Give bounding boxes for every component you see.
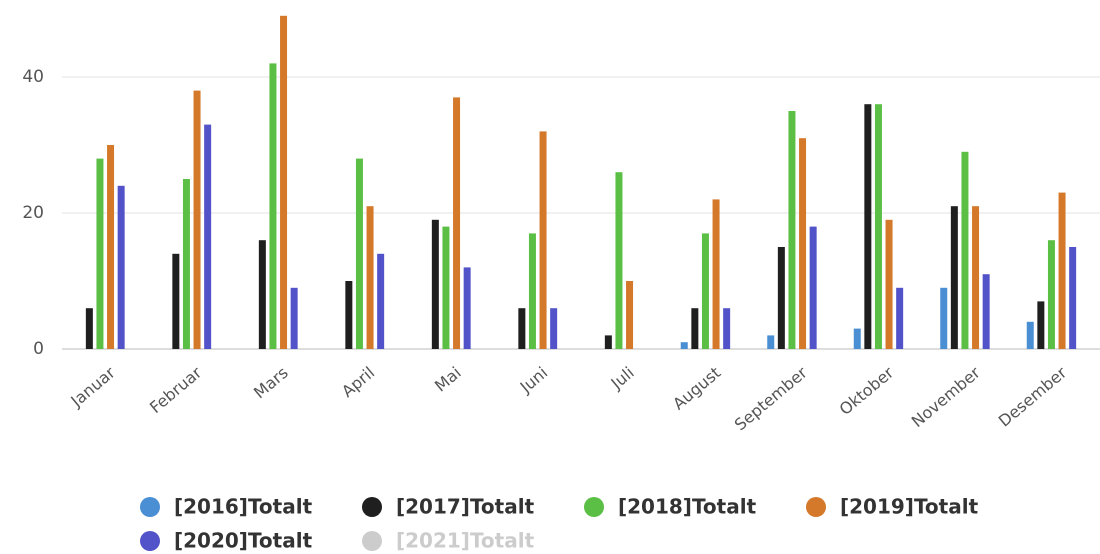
bar <box>788 111 796 349</box>
legend-marker <box>362 497 382 517</box>
bar <box>518 308 526 349</box>
bar <box>874 104 882 349</box>
bar <box>85 308 93 349</box>
bar <box>853 328 861 349</box>
bar <box>615 172 623 349</box>
bar <box>604 335 612 349</box>
bar <box>1047 240 1055 349</box>
bar <box>280 15 288 350</box>
bar <box>961 151 969 349</box>
bar <box>1026 321 1034 349</box>
bar <box>777 247 785 349</box>
bar <box>950 206 958 349</box>
x-tick-label: Desember <box>995 363 1071 431</box>
bar <box>204 124 212 349</box>
bar <box>896 287 904 349</box>
bar <box>193 90 201 349</box>
x-tick-label: Juni <box>516 363 552 397</box>
bar <box>172 253 180 349</box>
legend-label: [2021]Totalt <box>396 529 535 553</box>
bar <box>117 185 125 349</box>
bar <box>345 281 353 349</box>
bar <box>767 335 775 349</box>
bar <box>864 104 872 349</box>
bar <box>107 145 115 349</box>
bar <box>550 308 558 349</box>
legend-label: [2017]Totalt <box>396 495 535 519</box>
x-tick-label: Oktober <box>836 363 898 419</box>
bar <box>290 287 298 349</box>
bar <box>940 287 948 349</box>
x-tick-label: Februar <box>146 363 206 417</box>
bar <box>626 281 634 349</box>
legend-marker <box>584 497 604 517</box>
bar <box>453 97 461 350</box>
legend-marker <box>140 531 160 551</box>
bar <box>463 267 471 349</box>
bar <box>680 342 688 349</box>
bar <box>809 226 817 349</box>
x-tick-label: Mai <box>431 363 465 396</box>
legend-marker <box>806 497 826 517</box>
x-tick-label: Januar <box>67 363 120 411</box>
y-tick-label: 20 <box>22 203 44 223</box>
legend-label: [2016]Totalt <box>174 495 313 519</box>
bar <box>1058 192 1066 349</box>
y-tick-label: 0 <box>33 339 44 359</box>
x-tick-label: April <box>338 363 378 401</box>
bar <box>442 226 450 349</box>
x-tick-label: Juli <box>607 363 638 393</box>
legend-marker <box>362 531 382 551</box>
bar <box>982 274 990 349</box>
bar <box>712 199 720 349</box>
bar <box>258 240 266 349</box>
legend-label: [2019]Totalt <box>840 495 979 519</box>
bar <box>431 219 439 349</box>
bar <box>539 131 547 349</box>
bar <box>691 308 699 349</box>
bar <box>1037 301 1045 349</box>
bar <box>723 308 731 349</box>
bar <box>182 179 190 349</box>
x-tick-label: August <box>669 363 724 414</box>
bar <box>799 138 807 349</box>
bar <box>355 158 363 349</box>
x-tick-label: November <box>908 363 984 431</box>
bar <box>96 158 104 349</box>
x-tick-label: Mars <box>250 363 292 402</box>
bar <box>269 63 277 350</box>
bar <box>885 219 893 349</box>
legend-marker <box>140 497 160 517</box>
y-tick-label: 40 <box>22 67 44 87</box>
x-tick-label: September <box>731 363 811 435</box>
bar <box>366 206 374 349</box>
bar <box>1069 247 1077 349</box>
bar <box>701 233 709 349</box>
bar <box>377 253 385 349</box>
legend-label: [2018]Totalt <box>618 495 757 519</box>
bar <box>528 233 536 349</box>
bar <box>972 206 980 349</box>
legend-label: [2020]Totalt <box>174 529 313 553</box>
